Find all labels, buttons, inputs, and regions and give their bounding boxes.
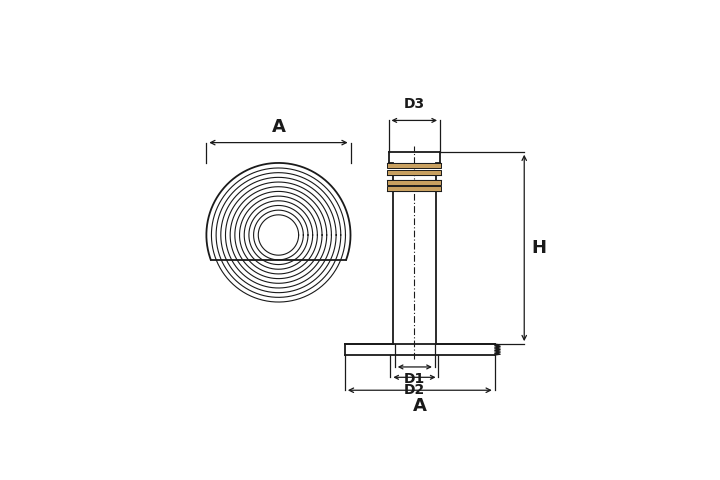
- Text: D3: D3: [404, 97, 425, 111]
- Bar: [387, 186, 441, 191]
- Text: D2: D2: [404, 383, 425, 397]
- Text: D1: D1: [404, 372, 426, 386]
- Text: A: A: [413, 397, 427, 415]
- Bar: [387, 180, 441, 184]
- Bar: [387, 169, 441, 175]
- Text: A: A: [271, 118, 285, 136]
- Text: H: H: [531, 239, 546, 257]
- Bar: [387, 163, 441, 168]
